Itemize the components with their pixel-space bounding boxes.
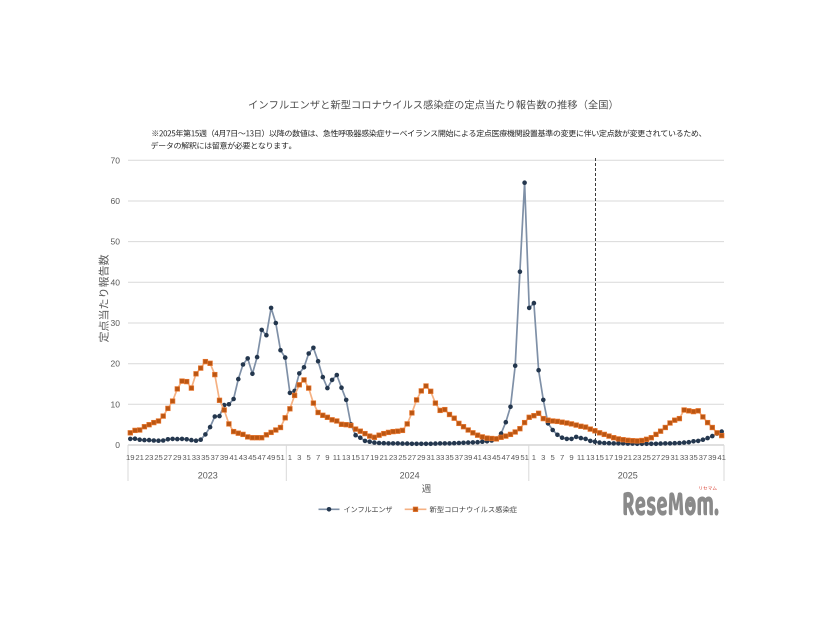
svg-text:1: 1	[532, 453, 536, 462]
svg-text:43: 43	[483, 453, 492, 462]
svg-text:43: 43	[239, 453, 248, 462]
svg-text:51: 51	[520, 453, 529, 462]
svg-text:11: 11	[333, 453, 341, 462]
svg-text:39: 39	[464, 453, 473, 462]
svg-text:13: 13	[342, 453, 351, 462]
svg-text:19: 19	[370, 453, 379, 462]
svg-text:25: 25	[154, 453, 163, 462]
svg-text:11: 11	[577, 453, 585, 462]
svg-text:45: 45	[492, 453, 501, 462]
svg-text:41: 41	[717, 453, 726, 462]
svg-text:27: 27	[408, 453, 417, 462]
svg-text:3: 3	[297, 453, 301, 462]
svg-text:41: 41	[473, 453, 482, 462]
svg-text:51: 51	[276, 453, 285, 462]
svg-text:31: 31	[670, 453, 679, 462]
svg-text:29: 29	[173, 453, 182, 462]
svg-text:49: 49	[511, 453, 520, 462]
svg-text:40: 40	[111, 277, 121, 287]
svg-text:19: 19	[614, 453, 623, 462]
svg-text:23: 23	[389, 453, 398, 462]
svg-text:7: 7	[560, 453, 564, 462]
svg-text:41: 41	[229, 453, 238, 462]
svg-text:33: 33	[192, 453, 201, 462]
svg-text:19: 19	[126, 453, 135, 462]
svg-text:27: 27	[164, 453, 173, 462]
svg-text:9: 9	[569, 453, 573, 462]
svg-text:37: 37	[699, 453, 708, 462]
svg-text:2024: 2024	[400, 471, 420, 481]
svg-text:23: 23	[145, 453, 154, 462]
svg-text:7: 7	[316, 453, 320, 462]
svg-text:21: 21	[135, 453, 144, 462]
svg-text:10: 10	[111, 399, 121, 409]
svg-text:9: 9	[325, 453, 329, 462]
svg-text:29: 29	[417, 453, 426, 462]
svg-text:35: 35	[445, 453, 454, 462]
svg-text:47: 47	[257, 453, 266, 462]
svg-text:39: 39	[708, 453, 717, 462]
svg-text:60: 60	[111, 196, 121, 206]
svg-text:33: 33	[680, 453, 689, 462]
svg-text:25: 25	[642, 453, 651, 462]
svg-text:21: 21	[624, 453, 633, 462]
svg-text:13: 13	[586, 453, 595, 462]
svg-text:1: 1	[288, 453, 292, 462]
svg-text:25: 25	[398, 453, 407, 462]
svg-text:33: 33	[436, 453, 445, 462]
svg-text:45: 45	[248, 453, 257, 462]
svg-text:5: 5	[551, 453, 555, 462]
svg-text:37: 37	[455, 453, 464, 462]
svg-text:17: 17	[605, 453, 614, 462]
svg-text:27: 27	[652, 453, 661, 462]
svg-text:37: 37	[211, 453, 220, 462]
svg-text:29: 29	[661, 453, 670, 462]
svg-text:15: 15	[351, 453, 360, 462]
svg-text:21: 21	[380, 453, 389, 462]
svg-text:5: 5	[307, 453, 311, 462]
svg-text:50: 50	[111, 237, 121, 247]
svg-text:20: 20	[111, 359, 121, 369]
svg-text:17: 17	[361, 453, 370, 462]
svg-text:2023: 2023	[198, 471, 218, 481]
svg-text:0: 0	[115, 440, 120, 450]
svg-text:23: 23	[633, 453, 642, 462]
svg-text:31: 31	[182, 453, 191, 462]
svg-text:70: 70	[111, 155, 121, 165]
svg-text:30: 30	[111, 318, 121, 328]
svg-text:31: 31	[426, 453, 435, 462]
svg-text:15: 15	[595, 453, 604, 462]
svg-text:47: 47	[502, 453, 511, 462]
svg-text:2025: 2025	[618, 471, 638, 481]
svg-text:3: 3	[541, 453, 545, 462]
svg-text:35: 35	[689, 453, 698, 462]
svg-text:49: 49	[267, 453, 276, 462]
svg-text:35: 35	[201, 453, 210, 462]
svg-text:39: 39	[220, 453, 229, 462]
